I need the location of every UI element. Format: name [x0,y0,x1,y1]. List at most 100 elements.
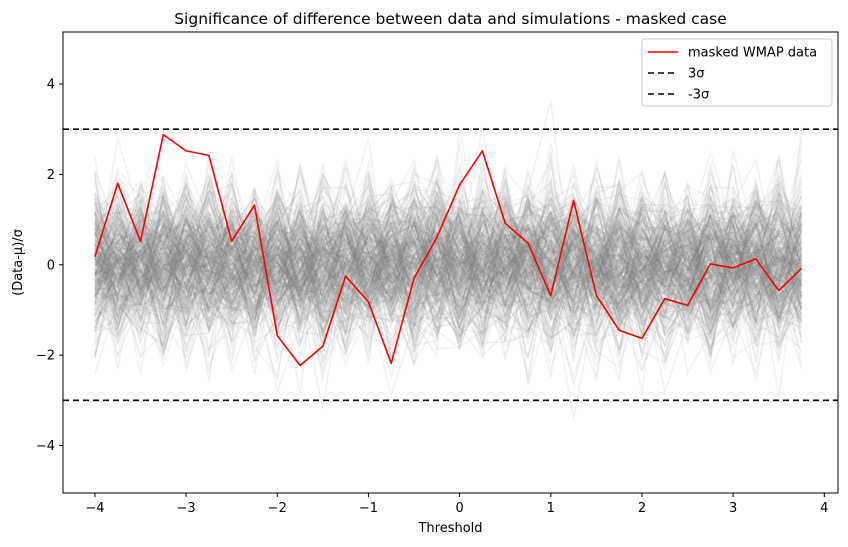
simulation-line [94,180,803,339]
x-tick-label: 1 [547,501,555,516]
simulation-line [94,195,803,337]
simulation-line [94,190,802,348]
x-axis-label: Threshold [417,521,482,536]
simulation-line [94,199,803,346]
simulation-line [94,192,803,312]
simulation-line [94,181,803,321]
simulation-line [94,164,803,350]
simulation-line [94,174,802,324]
x-tick-label: −1 [359,501,378,516]
simulation-line [94,188,802,375]
simulation-line [94,189,802,336]
simulation-line [94,196,803,359]
simulation-line [94,190,803,349]
simulation-line [94,206,802,324]
simulation-line [94,206,803,314]
simulation-line [94,167,802,369]
simulation-line [94,169,803,335]
simulation-line [94,188,803,337]
legend-label: -3σ [688,88,709,103]
simulation-line [94,213,803,306]
simulation-line [94,192,803,303]
simulation-line [94,189,803,358]
simulation-line [94,127,803,354]
simulation-line [94,176,803,362]
simulation-line [94,173,803,344]
simulation-line [94,176,803,362]
simulation-line [94,188,803,362]
simulation-line [94,171,803,339]
simulation-line [94,127,803,347]
simulation-line [94,219,803,345]
simulation-line [94,167,803,354]
simulation-line [94,176,803,366]
simulation-line [94,209,803,334]
simulation-line [94,204,802,323]
simulation-line [94,204,803,352]
simulation-line [94,159,803,345]
simulation-line [94,163,803,330]
simulation-line [94,163,803,360]
simulation-line [94,126,803,335]
simulation-line [94,169,802,353]
simulation-line [94,196,802,367]
simulation-line [94,197,803,343]
simulation-line [94,187,803,324]
simulation-line [94,168,803,364]
simulation-line [94,163,802,346]
simulation-line [94,155,803,349]
x-tick-label: 4 [820,501,828,516]
simulation-line [94,196,803,324]
simulation-line [94,150,803,350]
simulation-line [94,185,803,352]
simulation-line [94,178,802,330]
simulation-line [94,189,803,366]
simulation-line [94,169,803,332]
simulation-line [94,172,803,344]
simulation-line [94,187,802,344]
simulation-line [94,170,803,319]
x-tick-label: 2 [638,501,646,516]
simulation-line [94,182,802,348]
legend: masked WMAP data 3σ -3σ [641,38,833,107]
simulation-line [94,196,802,350]
reference-lines [63,128,838,402]
simulation-line [94,175,803,373]
simulation-line [94,190,803,378]
simulation-line [94,189,802,358]
simulation-line [94,196,803,315]
simulation-line [94,184,802,365]
simulation-line [94,195,803,354]
simulation-line [94,194,802,345]
y-tick-label: 2 [47,168,55,183]
x-tick-label: 0 [455,501,463,516]
simulation-line [94,201,802,342]
simulation-line [94,178,803,396]
simulation-line [94,215,803,328]
simulation-line [94,215,803,338]
simulation-line [94,155,803,349]
simulation-line [94,209,803,338]
simulation-line [94,173,802,341]
simulation-line [94,166,803,336]
simulation-line [94,195,803,378]
simulation-line [94,201,803,368]
simulation-line [94,171,802,358]
simulation-line [94,185,802,349]
simulation-line [94,159,803,342]
simulation-line [94,189,803,339]
simulation-line [94,180,803,332]
simulation-line [94,173,803,375]
simulation-line [94,150,803,355]
simulation-line [94,171,802,332]
simulation-line [94,195,803,331]
simulation-line [94,181,802,329]
simulation-line [94,180,803,323]
simulation-line [94,194,803,350]
simulation-line [94,182,802,381]
simulation-line [94,206,803,345]
simulation-line [94,181,803,327]
simulation-line [94,184,802,366]
simulation-line [94,198,803,365]
